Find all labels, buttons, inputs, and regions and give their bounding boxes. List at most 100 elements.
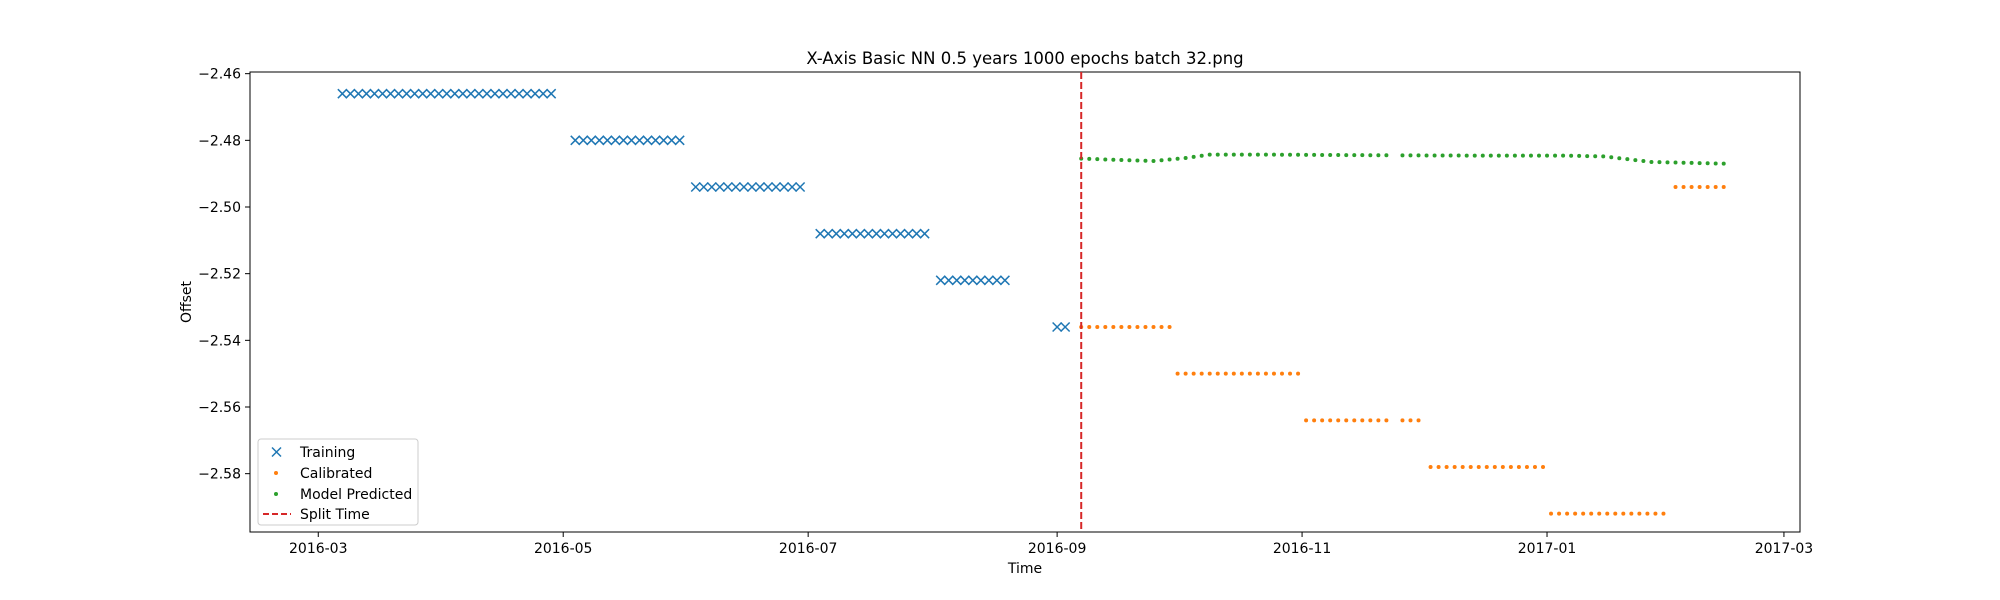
point-model-predicted xyxy=(1247,152,1252,157)
point-model-predicted xyxy=(1472,153,1477,158)
point-calibrated xyxy=(1541,465,1546,469)
point-model-predicted xyxy=(1536,153,1541,158)
point-calibrated xyxy=(1416,418,1421,423)
point-model-predicted xyxy=(1416,153,1421,158)
point-calibrated xyxy=(1288,371,1293,376)
point-model-predicted xyxy=(1344,153,1349,158)
point-training xyxy=(730,181,741,193)
point-calibrated xyxy=(1605,511,1610,516)
point-calibrated xyxy=(1376,418,1381,423)
point-calibrated xyxy=(1565,511,1570,516)
point-model-predicted xyxy=(1713,161,1718,166)
point-model-predicted xyxy=(1191,154,1196,159)
point-calibrated xyxy=(1183,371,1188,376)
point-calibrated xyxy=(1143,325,1148,329)
point-model-predicted xyxy=(1304,152,1309,157)
point-calibrated xyxy=(1119,325,1124,329)
point-model-predicted xyxy=(1352,153,1357,158)
point-training xyxy=(353,88,364,99)
point-calibrated xyxy=(1095,325,1100,329)
point-model-predicted xyxy=(1585,154,1590,159)
y-tick-label: −2.56 xyxy=(198,400,241,416)
point-calibrated xyxy=(1557,511,1562,516)
point-model-predicted xyxy=(1263,152,1268,157)
point-model-predicted xyxy=(1480,153,1485,158)
point-model-predicted xyxy=(1095,157,1100,162)
point-training xyxy=(449,88,460,99)
point-model-predicted xyxy=(1512,153,1517,158)
point-model-predicted xyxy=(1143,158,1148,163)
point-training xyxy=(650,135,661,146)
point-training xyxy=(771,181,782,193)
point-training xyxy=(831,228,842,239)
point-training xyxy=(839,228,850,239)
series-training xyxy=(337,88,1071,333)
point-calibrated xyxy=(1135,325,1140,329)
point-training xyxy=(361,88,372,99)
point-model-predicted xyxy=(1561,153,1566,158)
point-calibrated xyxy=(1637,511,1642,516)
point-training xyxy=(863,228,874,239)
point-model-predicted xyxy=(1360,153,1365,158)
point-training xyxy=(855,228,866,239)
point-training xyxy=(626,135,637,146)
point-training xyxy=(983,275,994,286)
point-model-predicted xyxy=(1545,153,1550,158)
point-calibrated xyxy=(1613,511,1618,516)
point-model-predicted xyxy=(1207,152,1212,157)
point-calibrated xyxy=(1111,325,1116,329)
point-calibrated xyxy=(1452,465,1457,469)
point-training xyxy=(879,228,890,239)
point-model-predicted xyxy=(1609,155,1614,160)
point-training xyxy=(618,135,629,146)
y-tick-label: −2.50 xyxy=(198,200,241,216)
point-training xyxy=(522,88,533,99)
point-calibrated xyxy=(1360,418,1365,423)
point-calibrated xyxy=(1508,465,1513,469)
point-training xyxy=(698,181,709,193)
point-calibrated xyxy=(1549,511,1554,516)
point-model-predicted xyxy=(1279,152,1284,157)
point-training xyxy=(337,88,348,99)
point-training xyxy=(666,135,677,146)
point-model-predicted xyxy=(1175,156,1180,161)
legend-marker-calibrated xyxy=(274,471,278,475)
point-model-predicted xyxy=(1231,152,1236,157)
point-training xyxy=(634,135,645,146)
point-model-predicted xyxy=(1601,154,1606,159)
point-calibrated xyxy=(1127,325,1132,329)
point-training xyxy=(943,275,954,286)
point-model-predicted xyxy=(1593,154,1598,159)
point-model-predicted xyxy=(1384,153,1389,158)
legend-label-model-predicted: Model Predicted xyxy=(300,487,412,503)
point-calibrated xyxy=(1492,465,1497,469)
point-training xyxy=(377,88,388,99)
point-calibrated xyxy=(1705,185,1710,189)
point-model-predicted xyxy=(1135,158,1140,163)
point-model-predicted xyxy=(1488,153,1493,158)
point-calibrated xyxy=(1384,418,1389,423)
point-model-predicted xyxy=(1496,153,1501,158)
point-model-predicted xyxy=(1528,153,1533,158)
point-calibrated xyxy=(1460,465,1465,469)
point-model-predicted xyxy=(1111,157,1116,162)
point-training xyxy=(935,275,946,286)
point-calibrated xyxy=(1239,371,1244,376)
point-calibrated xyxy=(1279,371,1284,376)
point-model-predicted xyxy=(1448,153,1453,158)
point-calibrated xyxy=(1524,465,1529,469)
point-model-predicted xyxy=(1296,152,1301,157)
plot-frame xyxy=(249,71,1801,533)
x-tick-label: 2016-09 xyxy=(1028,541,1087,557)
point-calibrated xyxy=(1320,418,1325,423)
point-model-predicted xyxy=(1312,152,1317,157)
point-calibrated xyxy=(1352,418,1357,423)
point-model-predicted xyxy=(1167,157,1172,162)
point-model-predicted xyxy=(1697,161,1702,166)
point-training xyxy=(919,228,930,239)
legend-box xyxy=(257,438,419,526)
point-calibrated xyxy=(1500,465,1505,469)
point-training xyxy=(473,88,484,99)
point-model-predicted xyxy=(1320,152,1325,157)
